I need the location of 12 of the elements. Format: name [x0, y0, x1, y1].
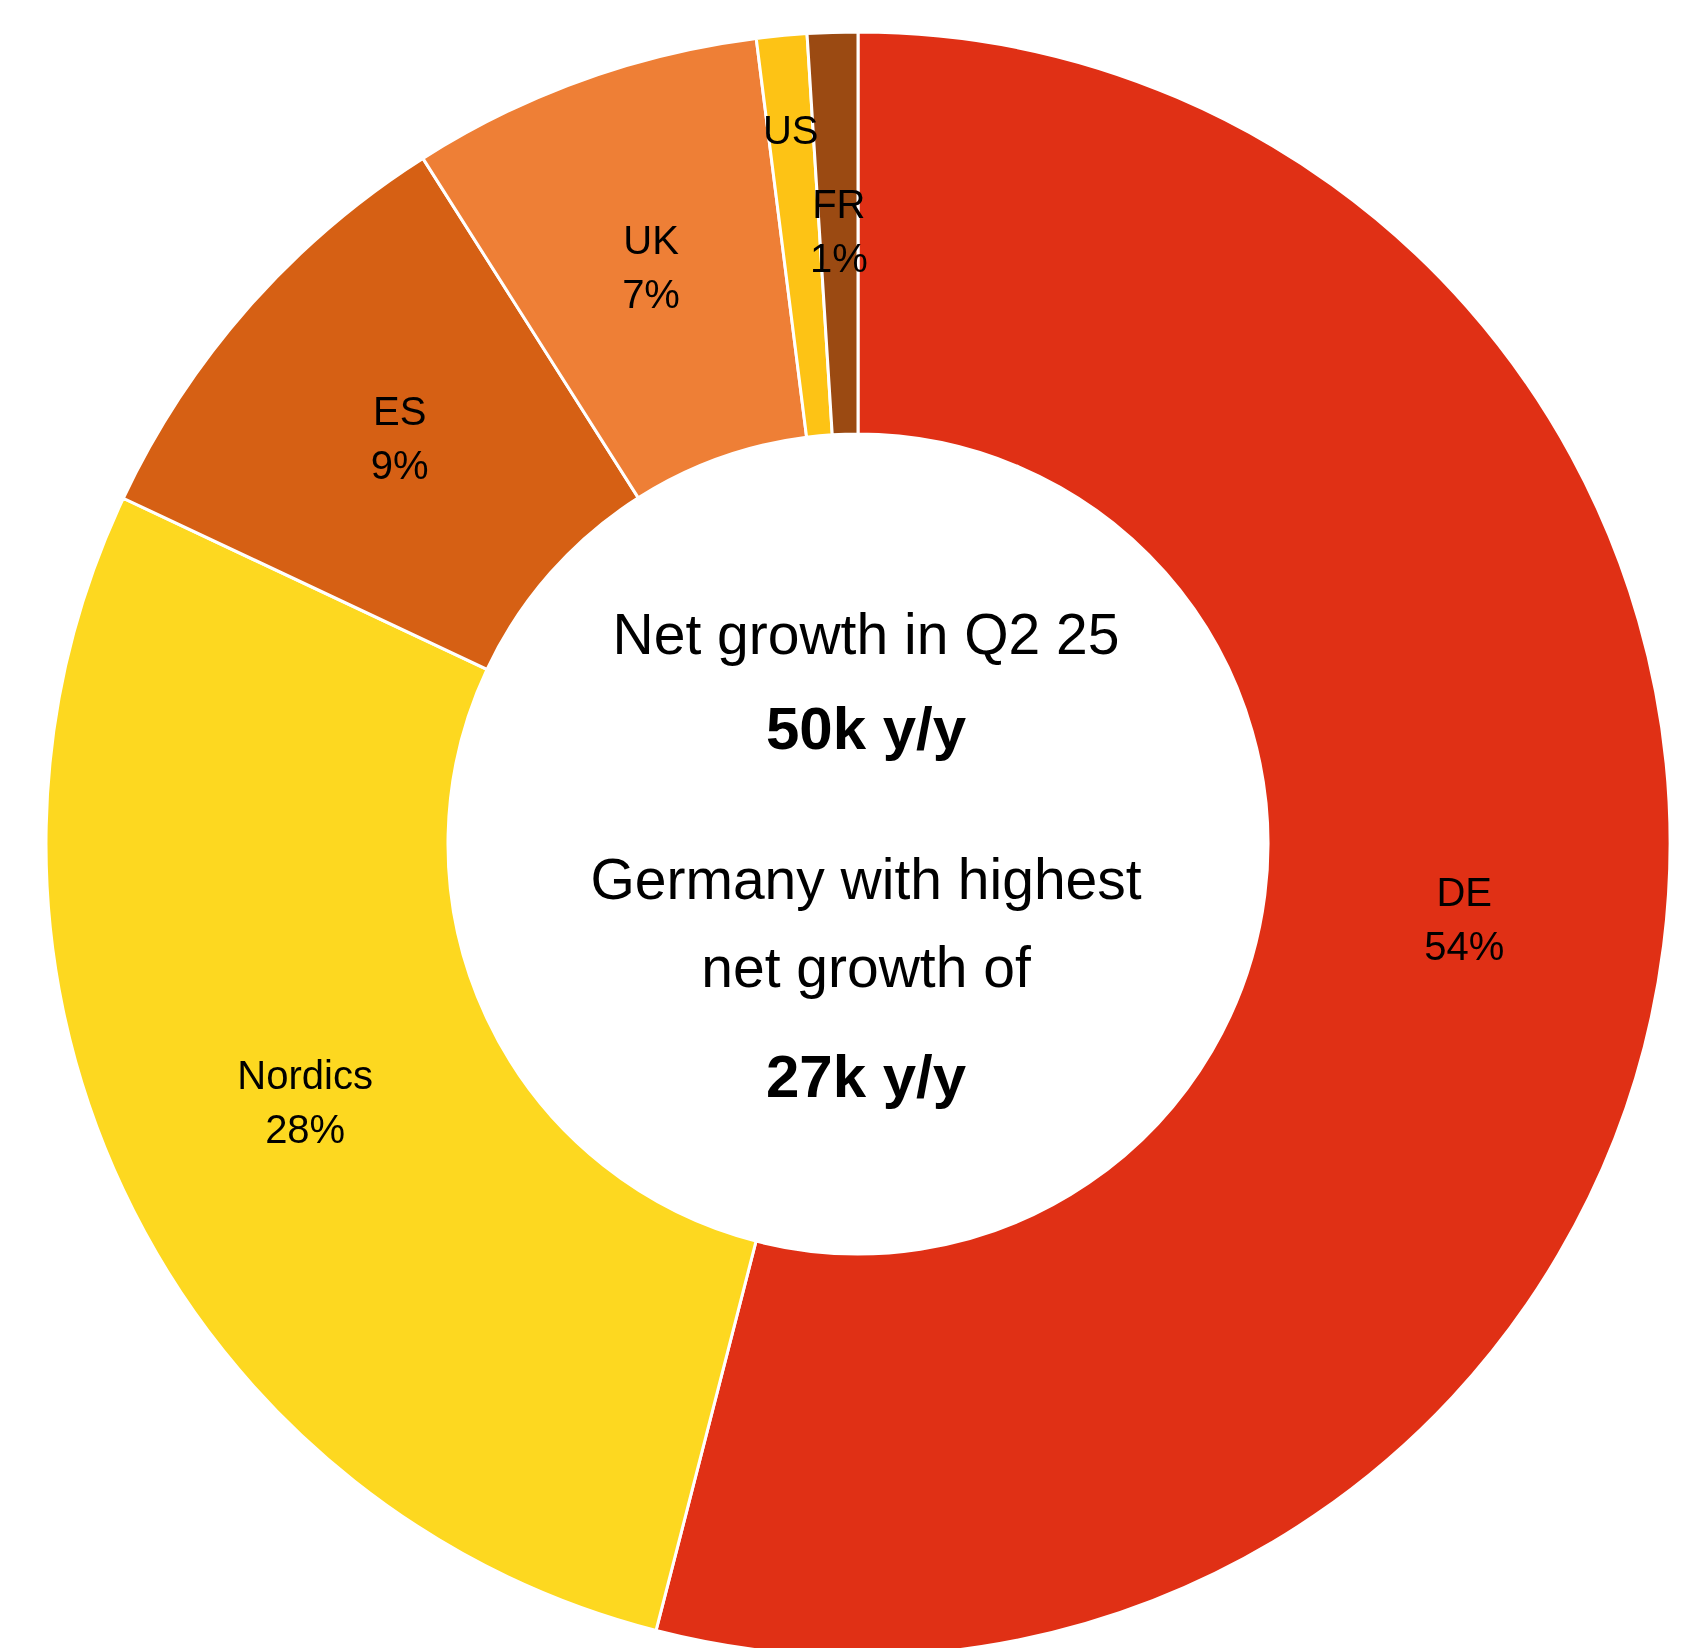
slice-label: DE [1436, 869, 1492, 914]
data-label: 28% [265, 1106, 346, 1151]
text: Germany with highest net growth of [590, 847, 1142, 999]
data-label: 7% [622, 271, 680, 316]
text: Net growth in Q2 25 [612, 602, 1120, 666]
data-label: 54% [1424, 923, 1505, 968]
text: 50k y/y [765, 695, 967, 762]
slice-label: Nordics [237, 1052, 373, 1097]
text: 27k y/y [765, 1043, 967, 1110]
data-label: 9% [370, 442, 429, 487]
slice-label: UK [623, 217, 680, 262]
slice-label: ES [373, 388, 427, 433]
